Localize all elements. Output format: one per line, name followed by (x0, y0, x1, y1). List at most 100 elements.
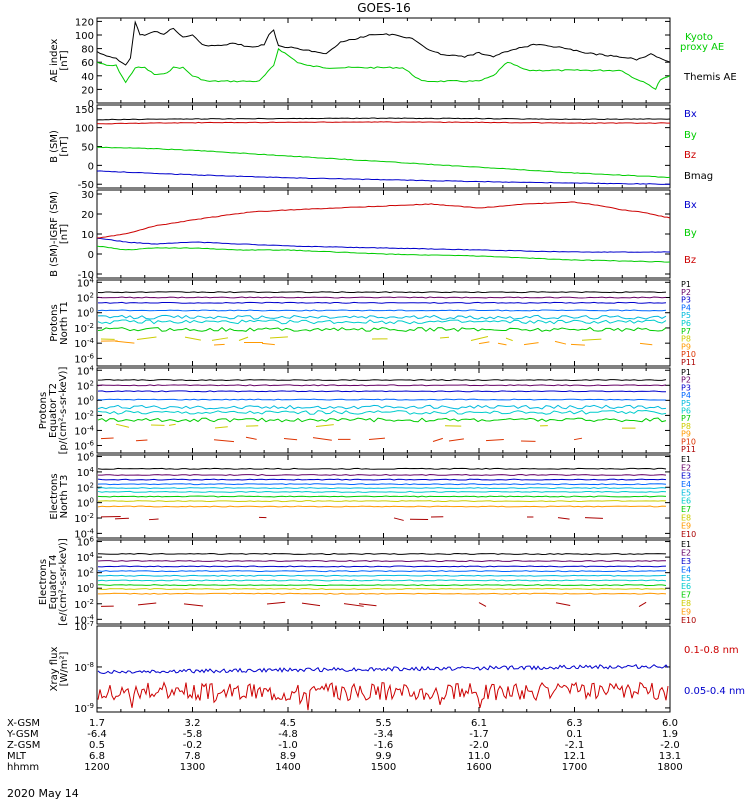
series-line (97, 490, 667, 493)
ephemeris-value: 1800 (657, 762, 682, 773)
series-segment (183, 603, 204, 607)
panel-frame (96, 367, 671, 454)
legend-entry: E2 (681, 548, 691, 557)
series-segment (266, 601, 286, 605)
series-segment (283, 438, 298, 441)
series-line (97, 326, 667, 332)
y-tick-label: 0 (88, 250, 94, 261)
legend-entry: E4 (681, 480, 691, 489)
y-axis-label: B (SM) (49, 130, 60, 163)
series-line (97, 579, 667, 582)
series-segment (368, 437, 386, 441)
series-line (97, 398, 667, 401)
y-tick-label: 10-2 (74, 322, 94, 335)
legend-entry: Bz (684, 150, 696, 161)
legend-entry: P4 (681, 391, 691, 400)
ephemeris-value: -1.6 (374, 740, 394, 751)
y-axis-label: [nT] (59, 224, 70, 244)
series-line (96, 201, 671, 239)
series-line (97, 379, 667, 381)
legend-entry: E7 (681, 505, 691, 514)
legend-entry: E10 (681, 530, 696, 539)
series-segment (343, 603, 364, 607)
legend-entry: P4 (681, 303, 691, 312)
series-segment (470, 335, 489, 341)
y-tick-label: 10-2 (74, 409, 94, 422)
series-segment (211, 337, 229, 341)
y-tick-label: 100 (77, 394, 94, 407)
ephemeris-value: -6.4 (87, 729, 107, 740)
series-line (97, 574, 667, 577)
series-line (97, 565, 667, 568)
series-segment (358, 603, 377, 607)
panel-xray: 10-7 10-8 10-9 Xray flux [W/m²] 0.1-0.8 nm 0.0… (49, 620, 745, 715)
series-segment (554, 340, 567, 345)
series-line (96, 237, 671, 253)
legend-entry: P1 (681, 280, 691, 289)
series-segment (432, 437, 443, 442)
ephemeris-value: 6.8 (89, 751, 105, 762)
y-tick-label: 30 (81, 190, 94, 201)
legend-entry: P9 (681, 342, 691, 351)
y-axis-label: North T1 (59, 301, 70, 345)
series-line (97, 553, 667, 555)
series-segment (584, 517, 603, 519)
series-line (96, 121, 671, 125)
ephemeris-value: 6.1 (471, 718, 487, 729)
series-segment (555, 602, 571, 606)
ephemeris-label: X-GSM (7, 718, 40, 729)
y-tick-label: 100 (75, 124, 94, 135)
legend-entry: P3 (681, 383, 691, 392)
y-axis-label: Xray flux (49, 647, 60, 692)
date-label: 2020 May 14 (7, 787, 79, 800)
y-tick-label: 10-4 (74, 337, 94, 350)
legend-entry: Bmag (684, 171, 713, 182)
y-tick-label: 100 (77, 582, 94, 595)
legend-entry: E8 (681, 599, 691, 608)
y-tick-label: 120 (75, 17, 94, 28)
legend-entry: P6 (681, 319, 691, 328)
legend-entry: P10 (681, 350, 696, 359)
series-line (97, 319, 667, 325)
series-segment (581, 338, 602, 341)
panel-frame (96, 17, 671, 104)
legend-entry: P2 (681, 376, 691, 385)
y-tick-label: 10 (81, 230, 94, 241)
series-segment (505, 337, 513, 342)
legend-entry: E5 (681, 488, 691, 497)
ephemeris-table: X-GSM 1.7 3.2 4.5 5.5 6.1 6.3 6.0Y-GSM -6.4 -5.8-… (6, 718, 683, 773)
legend-entry: E3 (681, 557, 691, 566)
series-segment (213, 343, 225, 346)
series-line (96, 20, 671, 66)
legend-entry: P5 (681, 311, 691, 320)
ephemeris-value: 11.0 (468, 751, 490, 762)
y-tick-label: 60 (81, 58, 94, 69)
ephemeris-value: -1.0 (278, 740, 298, 751)
legend-entry: Kyoto (685, 32, 713, 43)
series-line (96, 170, 671, 185)
chart-title: GOES-16 (357, 1, 411, 15)
series-segment (136, 336, 157, 341)
legend-entry: 0.05-0.4 nm (684, 686, 745, 697)
ephemeris-value: 12.1 (563, 751, 585, 762)
ephemeris-value: 6.3 (567, 718, 583, 729)
y-tick-label: 10-4 (74, 424, 94, 437)
series-segment (570, 343, 585, 346)
y-tick-label: 150 (75, 105, 94, 116)
series-segment (213, 439, 235, 443)
series-segment (245, 436, 257, 440)
series-line (97, 487, 667, 490)
series-segment (301, 602, 321, 607)
ephemeris-label: MLT (7, 751, 27, 762)
legend-entry: By (684, 130, 697, 141)
y-tick-label: 104 (77, 551, 95, 564)
series-line (97, 474, 667, 476)
series-segment (137, 602, 157, 606)
ephemeris-value: -4.8 (278, 729, 298, 740)
series-segment (448, 438, 464, 442)
series-line (97, 570, 667, 573)
series-line (97, 417, 667, 423)
y-tick-label: 0 (88, 99, 94, 110)
y-tick-label: -10 (78, 270, 94, 281)
